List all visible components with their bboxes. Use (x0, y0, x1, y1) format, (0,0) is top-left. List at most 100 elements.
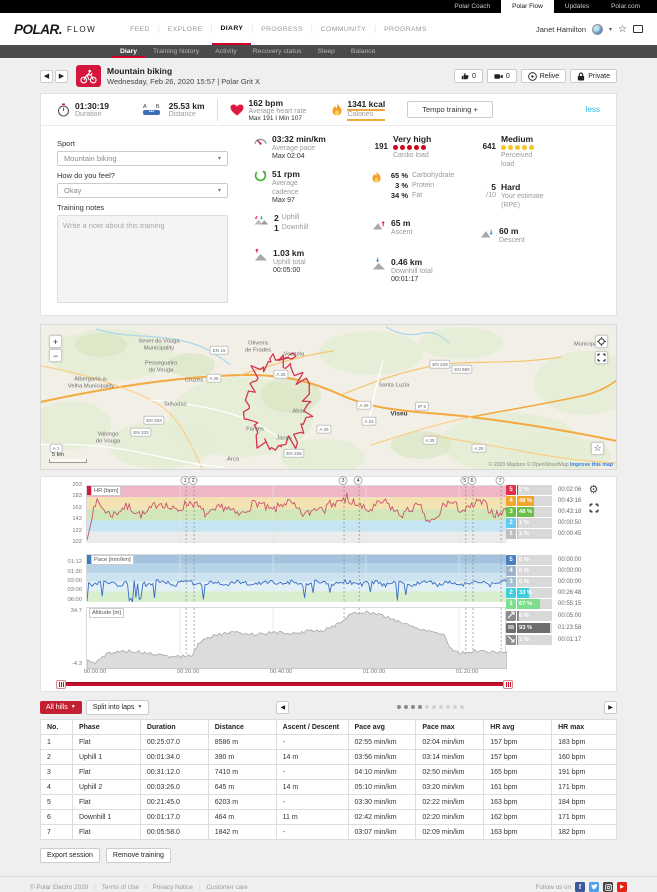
lap-marker-3[interactable]: 3 (338, 476, 348, 485)
zone-bar: 0 % (517, 555, 552, 565)
subnav-item-sleep[interactable]: Sleep (317, 48, 335, 55)
map-favorite-star-icon[interactable]: ☆ (591, 442, 604, 455)
laps-page-dot[interactable] (418, 705, 423, 709)
lap-cell: 00:03:26.0 (139, 779, 209, 795)
zone-badge: 2 (506, 588, 516, 598)
relive-button[interactable]: Relive (520, 69, 567, 83)
prev-session-button[interactable]: ◀ (40, 69, 53, 83)
laps-page-next-button[interactable]: ▶ (604, 700, 617, 714)
energy-row: 34 % Fat (390, 191, 423, 201)
map-zoom-in-button[interactable]: + (49, 335, 62, 348)
training-notes-input[interactable]: Write a note about this training (57, 215, 228, 303)
facebook-icon[interactable]: f (575, 882, 585, 892)
stopwatch-icon (57, 103, 70, 117)
nav-item-feed[interactable]: FEED (130, 25, 150, 33)
nav-item-community[interactable]: COMMUNITY (320, 25, 367, 33)
footer-link-customer-care[interactable]: Customer care (206, 883, 248, 891)
zone-row: 1 67 % (506, 599, 552, 609)
subnav-item-recovery-status[interactable]: Recovery status (252, 48, 302, 55)
topbar-link-polar-flow[interactable]: Polar Flow (501, 0, 554, 13)
zone-badge: 5 (506, 555, 516, 565)
slider-handle-right[interactable] (503, 680, 513, 689)
chart-fullscreen-icon[interactable] (587, 501, 600, 514)
footer-link-privacy-notice[interactable]: Privacy Notice (152, 883, 193, 891)
map-zoom-out-button[interactable]: − (49, 349, 62, 362)
uphill-total-icon (254, 249, 268, 261)
lap-marker-6[interactable]: 6 (467, 476, 477, 485)
laps-page-dot[interactable] (460, 705, 465, 709)
sport-select[interactable]: Mountain biking ▾ (57, 151, 228, 166)
chart-settings-gear-icon[interactable]: ⚙ (588, 484, 599, 496)
comment-button[interactable]: 0 (486, 69, 517, 83)
laps-page-dot[interactable] (404, 705, 409, 709)
privacy-button[interactable]: Private (570, 69, 617, 83)
laps-page-dot[interactable] (425, 705, 430, 709)
hills-filter-button[interactable]: All hills ▼ (40, 700, 82, 714)
remove-training-button[interactable]: Remove training (105, 848, 171, 863)
route-map[interactable]: Sever do Vouga Municipality Pessegueiro d… (40, 324, 617, 470)
chevron-down-icon[interactable]: ▾ (609, 26, 613, 33)
less-link[interactable]: less (585, 105, 600, 114)
instagram-icon[interactable] (603, 882, 613, 892)
calories-value: 1341 kcal (347, 99, 386, 111)
laps-col-header: HR avg (483, 719, 553, 735)
topbar-link-updates[interactable]: Updates (564, 3, 590, 10)
laps-page-dot[interactable] (453, 705, 458, 709)
laps-page-prev-button[interactable]: ◀ (276, 700, 290, 714)
export-session-button[interactable]: Export session (40, 848, 100, 863)
favorites-star-icon[interactable]: ☆ (618, 23, 627, 35)
lap-marker-4[interactable]: 4 (353, 476, 363, 485)
slider-handle-left[interactable] (56, 680, 66, 689)
lap-cell: 02:09 min/km (415, 824, 485, 840)
lap-marker-7[interactable]: 7 (495, 476, 505, 485)
main-nav: FEED | EXPLORE | DIARY | PROGRESS | COMMUNITY | PR… (122, 13, 435, 45)
lap-cell: 02:50 min/km (415, 764, 485, 780)
map-fullscreen-icon[interactable] (595, 351, 608, 364)
laps-page-dot[interactable] (432, 705, 437, 709)
lap-cell: 00:25:07.0 (139, 734, 209, 750)
like-button[interactable]: 0 (453, 69, 483, 83)
zone-bar: 1 % (517, 635, 552, 645)
chart-range-slider[interactable] (56, 680, 513, 689)
twitter-icon[interactable] (589, 882, 599, 892)
map-locate-icon[interactable] (595, 335, 608, 348)
hr-ytick: 183 (72, 493, 82, 500)
subnav-item-diary[interactable]: Diary (112, 45, 145, 58)
zone-time: 00:00:50 (558, 519, 582, 526)
laps-page-dot[interactable] (397, 705, 402, 709)
nav-item-explore[interactable]: EXPLORE (167, 25, 203, 33)
zone-time: 00:05:00 (558, 612, 582, 619)
footer-link-terms-of-use[interactable]: Terms of Use (101, 883, 139, 891)
feel-select[interactable]: Okay ▾ (57, 183, 228, 198)
next-session-button[interactable]: ▶ (55, 69, 68, 83)
distance-icon: A B ••• (143, 104, 164, 115)
youtube-icon[interactable]: ▶ (617, 882, 627, 892)
zone-bar: 2 % (517, 485, 552, 495)
laps-page-dot[interactable] (411, 705, 416, 709)
perceived-load-stat: 641 Medium Perceived load (480, 134, 600, 169)
nav-item-programs[interactable]: PROGRAMS (384, 25, 427, 33)
nav-item-diary[interactable]: DIARY (212, 13, 252, 45)
lap-marker-2[interactable]: 2 (188, 476, 198, 485)
tempo-training-button[interactable]: Tempo training + (407, 101, 493, 118)
subnav-item-activity[interactable]: Activity (215, 48, 237, 55)
laps-page-dot[interactable] (446, 705, 451, 709)
nav-item-progress[interactable]: PROGRESS (261, 25, 303, 33)
perceived-load-value: 641 (482, 142, 496, 151)
rpe-label: Your estimate (RPE) (501, 193, 544, 210)
like-count: 0 (471, 72, 476, 80)
map-improve-link[interactable]: Improve this map (570, 462, 613, 468)
lap-cell: 2 (40, 749, 73, 765)
subnav-item-balance[interactable]: Balance (350, 48, 376, 55)
laps-table: No. Phase Duration Distance Ascent / Descent… (40, 719, 617, 840)
avatar[interactable] (592, 23, 604, 35)
notifications-icon[interactable] (633, 25, 643, 33)
subnav-item-training-history[interactable]: Training history (153, 48, 200, 55)
topbar-link-polar-coach[interactable]: Polar Coach (454, 3, 491, 10)
topbar-link-polar-com[interactable]: Polar.com (611, 3, 640, 10)
chart-color-tab (86, 555, 91, 564)
laps-page-dot[interactable] (439, 705, 444, 709)
split-into-laps-button[interactable]: Split into laps ▼ (85, 699, 150, 715)
zone-time: 00:00:00 (558, 556, 582, 563)
